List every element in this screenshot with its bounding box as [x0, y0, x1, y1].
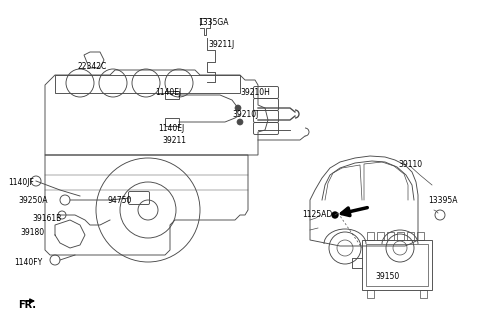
- Text: 39210H: 39210H: [240, 88, 270, 97]
- Text: 1335GA: 1335GA: [198, 18, 228, 27]
- Bar: [367, 290, 374, 298]
- Bar: [387, 232, 394, 240]
- Text: 1140EJ: 1140EJ: [155, 88, 181, 97]
- Text: 1125AD: 1125AD: [302, 210, 332, 219]
- Text: 94750: 94750: [108, 196, 132, 205]
- Text: 39211J: 39211J: [208, 40, 234, 49]
- Text: 39180: 39180: [20, 228, 44, 237]
- Text: 39250A: 39250A: [18, 196, 48, 205]
- Bar: [417, 232, 424, 240]
- Text: 22342C: 22342C: [78, 62, 107, 71]
- Bar: [397, 232, 404, 240]
- Bar: [407, 232, 414, 240]
- Text: 39150: 39150: [376, 272, 400, 281]
- Circle shape: [235, 105, 241, 111]
- Text: 1140FY: 1140FY: [14, 258, 42, 267]
- Bar: [366, 244, 428, 286]
- Text: 39210J: 39210J: [232, 110, 258, 119]
- Bar: [420, 290, 427, 298]
- Text: 39211: 39211: [162, 136, 186, 145]
- Circle shape: [237, 119, 243, 125]
- Text: FR.: FR.: [18, 300, 36, 310]
- Bar: [367, 232, 374, 240]
- Circle shape: [332, 212, 338, 218]
- Text: 1140JF: 1140JF: [8, 178, 34, 187]
- Text: 39110: 39110: [398, 160, 422, 169]
- Bar: [362, 240, 432, 290]
- Text: 13395A: 13395A: [428, 196, 457, 205]
- Text: 1140EJ: 1140EJ: [158, 124, 184, 133]
- Text: 39161B: 39161B: [32, 214, 61, 223]
- Bar: [377, 232, 384, 240]
- Bar: [55, 75, 240, 93]
